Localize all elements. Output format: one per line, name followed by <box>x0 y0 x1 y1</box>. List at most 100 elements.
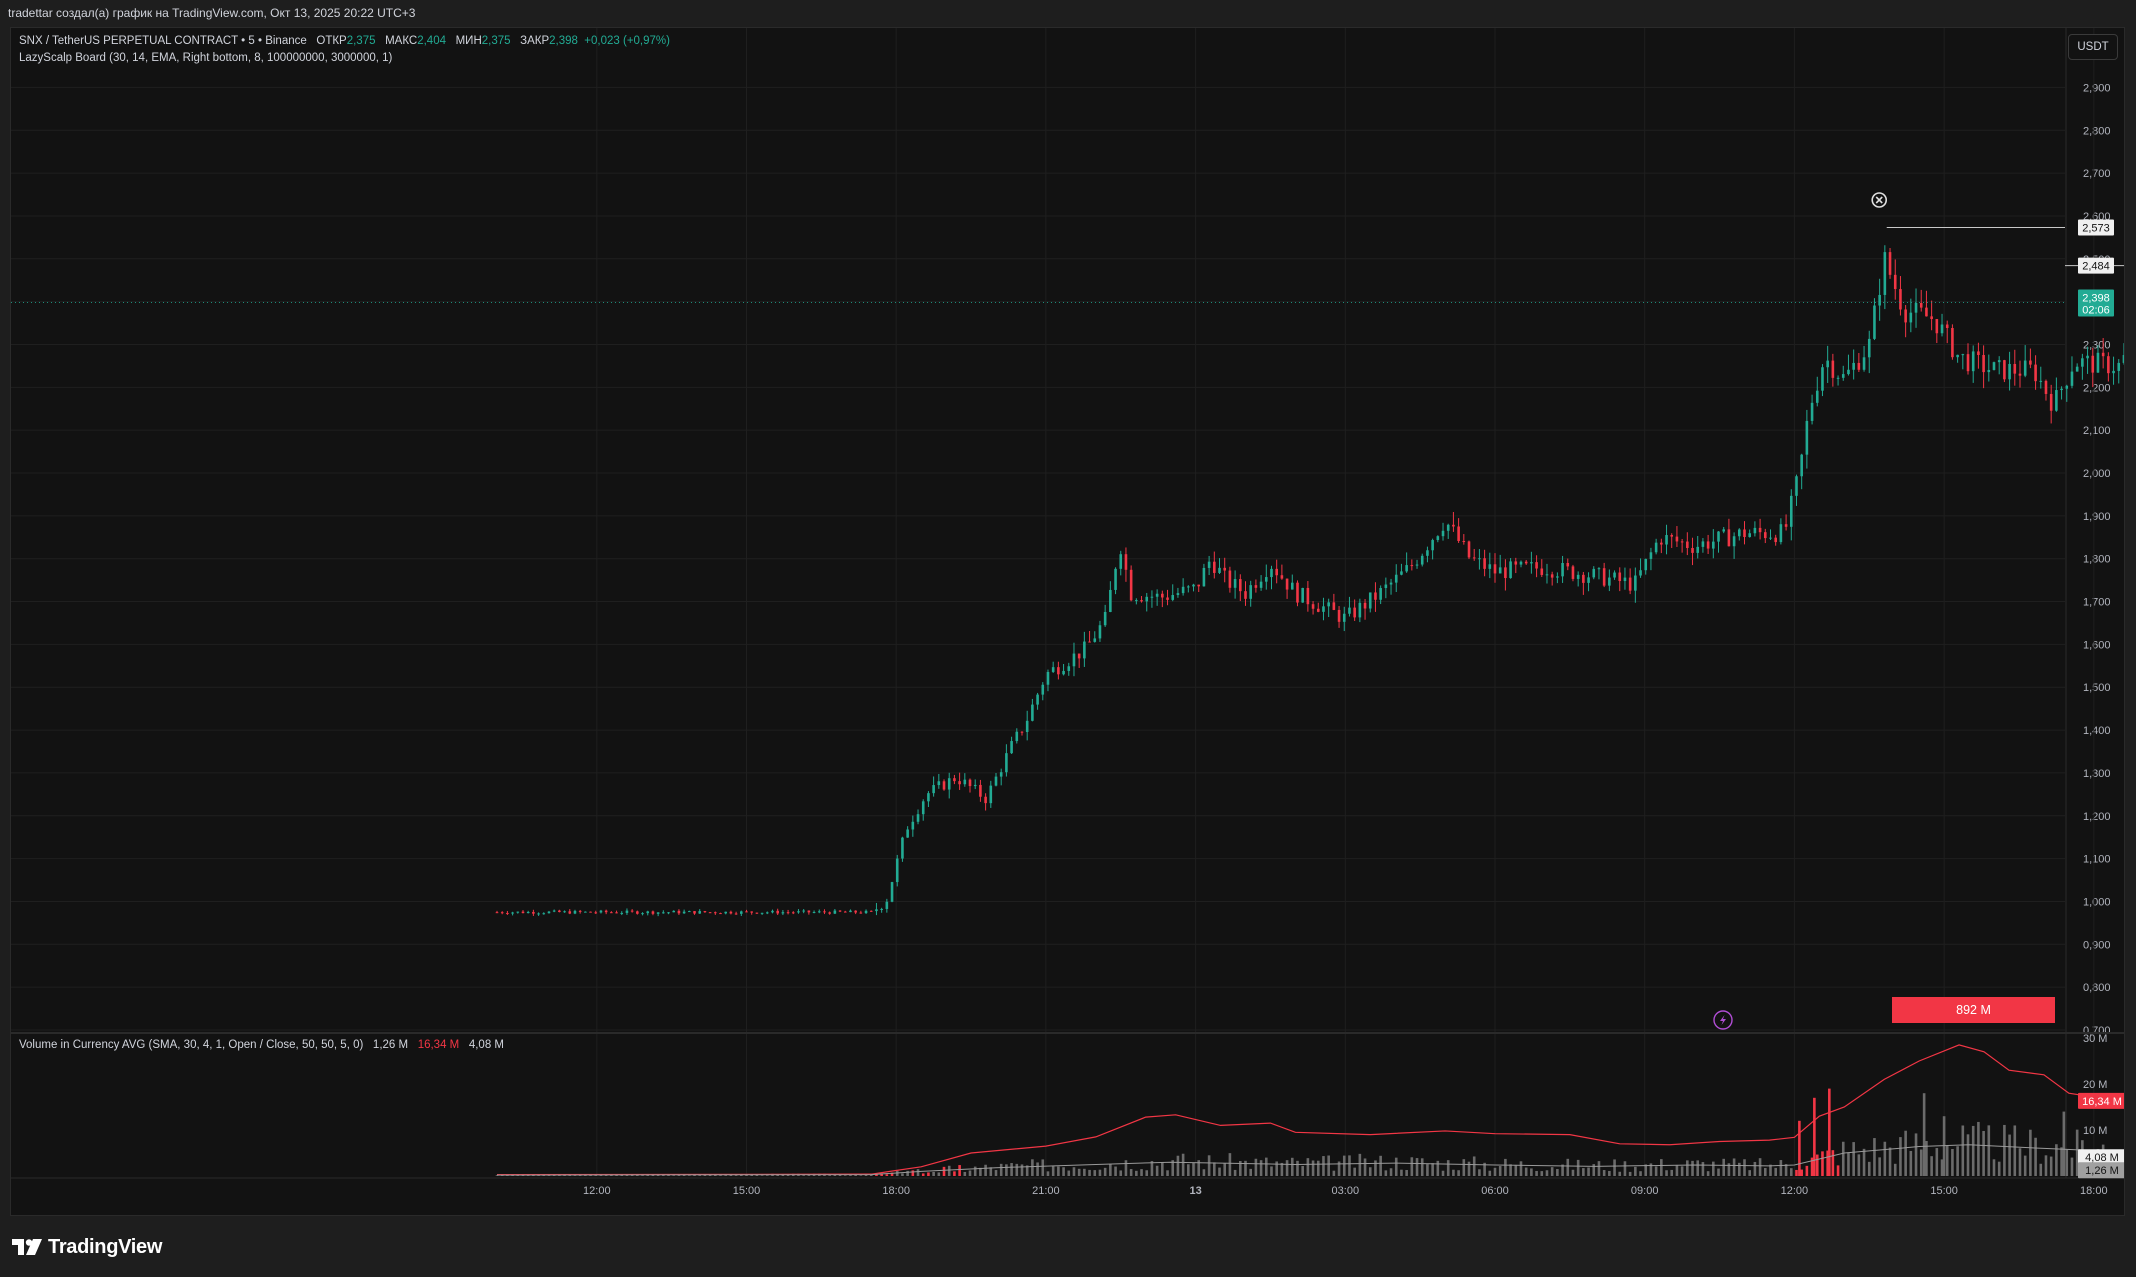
candle-body <box>921 801 925 815</box>
volume-bar <box>1181 1153 1185 1176</box>
candle-body <box>1415 564 1419 566</box>
candle-body <box>1763 532 1767 539</box>
candle-body <box>1654 542 1658 553</box>
candle-body <box>1571 566 1575 579</box>
volume-bar <box>1504 1158 1507 1176</box>
candle-body <box>1436 536 1440 541</box>
candle-body <box>516 911 520 913</box>
volume-bar <box>979 1167 982 1176</box>
volume-bar <box>1088 1169 1091 1176</box>
volume-bar <box>1457 1170 1460 1176</box>
candle-body <box>1228 570 1232 588</box>
chart-frame[interactable]: 2,9002,8002,7002,6002,5002,4002,3002,200… <box>10 27 2125 1216</box>
candle-body <box>1301 587 1304 603</box>
volume-bar <box>1197 1160 1201 1176</box>
candle-body <box>573 910 577 914</box>
currency-button[interactable]: USDT <box>2068 34 2118 60</box>
candle-body <box>828 912 831 914</box>
volume-bar <box>1602 1170 1606 1176</box>
volume-bar <box>838 1174 842 1176</box>
candle-body <box>880 908 883 910</box>
candle-body <box>1722 529 1726 532</box>
volume-bar <box>734 1175 738 1176</box>
candle-body <box>1358 602 1362 618</box>
candle-body <box>1945 324 1949 329</box>
volume-bar <box>890 1172 894 1176</box>
volume-bar <box>1244 1160 1247 1176</box>
candle-body <box>500 912 504 914</box>
price-tick-label: 2,000 <box>2083 468 2111 480</box>
candle-body <box>916 814 920 822</box>
candle-body <box>2049 393 2053 411</box>
candle-body <box>2065 385 2069 389</box>
candle-body <box>1992 362 1996 370</box>
candle-body <box>599 910 603 913</box>
candle-body <box>989 785 993 804</box>
volume-bar <box>1093 1170 1097 1176</box>
symbol-title: SNX / TetherUS PERPETUAL CONTRACT • 5 • … <box>19 35 307 47</box>
candle-body <box>2039 380 2043 382</box>
tradingview-logo[interactable]: TradingView <box>12 1234 162 1260</box>
symbol-legend[interactable]: SNX / TetherUS PERPETUAL CONTRACT • 5 • … <box>19 35 670 47</box>
candle-body <box>1363 602 1367 609</box>
price-tick-label: 1,200 <box>2083 811 2111 823</box>
candle-body <box>1046 671 1050 685</box>
candle-body <box>984 796 987 804</box>
candle-body <box>802 910 805 912</box>
candles-group <box>495 245 2124 917</box>
candle-body <box>1597 568 1601 570</box>
volume-bar <box>1249 1168 1252 1176</box>
candle-body <box>584 911 587 913</box>
candle-body <box>1815 390 1819 403</box>
candle-body <box>542 913 546 915</box>
candle-body <box>1275 568 1278 576</box>
candle-body <box>1680 541 1684 543</box>
candle-body <box>2034 364 2037 382</box>
volume-bar <box>1202 1169 1206 1176</box>
volume-bar <box>1706 1171 1710 1176</box>
candle-body <box>1888 252 1892 275</box>
candle-body <box>1909 312 1913 323</box>
candle-body <box>906 829 909 838</box>
volume-bar <box>1083 1168 1086 1176</box>
candle-body <box>1997 360 2001 363</box>
candle-body <box>1701 541 1705 547</box>
volume-bar <box>1426 1164 1429 1176</box>
candle-body <box>1176 593 1180 596</box>
volume-bar <box>1982 1130 1985 1176</box>
candle-body <box>688 911 691 913</box>
candle-body <box>2070 371 2074 386</box>
candle-body <box>1852 362 1855 370</box>
candle-body <box>1488 564 1492 569</box>
candle-body <box>672 910 676 913</box>
candle-body <box>1145 596 1149 602</box>
volume-bar <box>1322 1156 1325 1176</box>
candle-body <box>1961 354 1965 356</box>
price-chart[interactable]: 2,9002,8002,7002,6002,5002,4002,3002,200… <box>11 28 2124 1215</box>
volume-bar <box>1010 1163 1013 1176</box>
volume-bar <box>604 1175 608 1176</box>
candle-body <box>1202 567 1206 587</box>
alert-marker-cross <box>1875 196 1883 204</box>
volume-bar <box>750 1174 753 1176</box>
candle-body <box>875 909 878 912</box>
volume-bar <box>2044 1155 2048 1176</box>
volume-bar <box>1712 1161 1715 1176</box>
volume-bar <box>807 1175 811 1176</box>
candle-body <box>1254 585 1258 588</box>
candle-body <box>1348 607 1351 614</box>
candle-body <box>2060 388 2063 391</box>
volume-legend[interactable]: Volume in Currency AVG (SMA, 30, 4, 1, O… <box>19 1039 504 1051</box>
indicator-legend[interactable]: LazyScalp Board (30, 14, EMA, Right bott… <box>19 52 393 64</box>
candle-body <box>1670 535 1674 537</box>
open-value: 2,375 <box>346 35 376 47</box>
volume-value-label: 16,34 M <box>2082 1096 2122 1108</box>
chart-caption: tradettar создал(а) график на TradingVie… <box>8 6 416 20</box>
candle-body <box>740 911 743 914</box>
volume-bar <box>1582 1168 1585 1176</box>
volume-bar <box>1992 1159 1996 1176</box>
volume-bar <box>1566 1158 1570 1176</box>
volume-bar <box>942 1166 946 1176</box>
volume-bar <box>875 1174 878 1176</box>
candle-body <box>1025 720 1029 733</box>
